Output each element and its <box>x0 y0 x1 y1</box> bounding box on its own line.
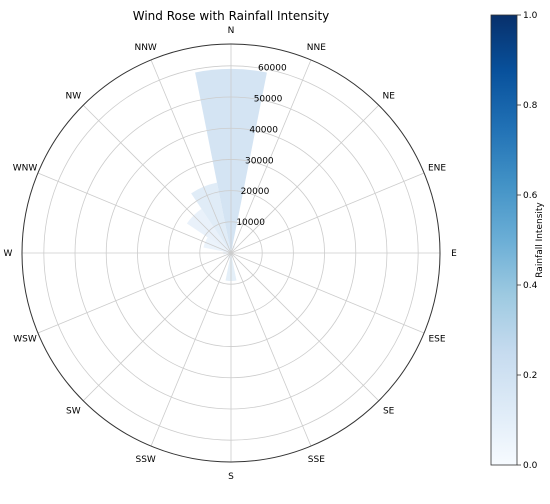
direction-label-e: E <box>451 249 457 259</box>
grid-spoke <box>230 252 312 447</box>
direction-label-se: SE <box>383 407 395 417</box>
colorbar-tick-label: 0.6 <box>523 191 538 201</box>
grid-spoke <box>37 252 232 334</box>
colorbar-axis-label: Rainfall Intensity <box>535 202 545 278</box>
direction-label-nw: NW <box>65 91 81 101</box>
direction-label-s: S <box>228 472 234 482</box>
grid-spoke <box>82 104 232 254</box>
direction-label-w: W <box>4 249 13 259</box>
direction-label-ene: ENE <box>428 164 446 174</box>
colorbar: 0.0 0.2 0.4 0.6 0.8 1.0 Rainfall Intensity <box>490 11 545 471</box>
direction-label-wsw: WSW <box>13 334 37 344</box>
colorbar-tick-label: 0.8 <box>523 101 538 111</box>
direction-label-ssw: SSW <box>135 455 155 465</box>
bar-wnw <box>203 237 231 253</box>
grid-spoke <box>150 252 232 447</box>
direction-label-sw: SW <box>66 407 81 417</box>
direction-label-n: N <box>228 26 235 36</box>
direction-label-ese: ESE <box>428 334 445 344</box>
grid-spoke <box>82 252 232 402</box>
colorbar-tick-label: 0.4 <box>523 281 538 291</box>
radial-tick-label: 50000 <box>254 95 283 105</box>
grid-spoke <box>230 252 425 334</box>
direction-label-nnw: NNW <box>134 43 156 53</box>
radial-tick-label: 10000 <box>236 218 265 228</box>
grid-spoke <box>37 172 232 254</box>
direction-label-wnw: WNW <box>13 164 38 174</box>
grid-spoke <box>230 59 312 254</box>
radial-tick-label: 20000 <box>241 187 270 197</box>
grid-spoke <box>230 172 425 254</box>
chart-title: Wind Rose with Rainfall Intensity <box>133 9 330 23</box>
polar-axes: 10000 20000 30000 40000 50000 60000 N NNE NE ENE E… <box>4 26 458 482</box>
radial-tick-label: 60000 <box>258 64 287 74</box>
radial-tick-label: 40000 <box>249 125 278 135</box>
grid-spoke <box>230 252 380 402</box>
radial-tick-label: 30000 <box>245 156 274 166</box>
bar-nnw <box>191 182 231 253</box>
colorbar-tick-label: 0.2 <box>523 371 537 381</box>
colorbar-rect <box>490 14 518 466</box>
polar-frame <box>21 43 441 463</box>
direction-label-ne: NE <box>382 91 395 101</box>
grid-spoke <box>230 104 380 254</box>
direction-label-sse: SSE <box>308 455 325 465</box>
colorbar-tick-label: 0.0 <box>523 461 538 471</box>
direction-label-nne: NNE <box>307 43 326 53</box>
colorbar-tick-label: 1.0 <box>523 11 538 21</box>
grid-spoke <box>150 59 232 254</box>
